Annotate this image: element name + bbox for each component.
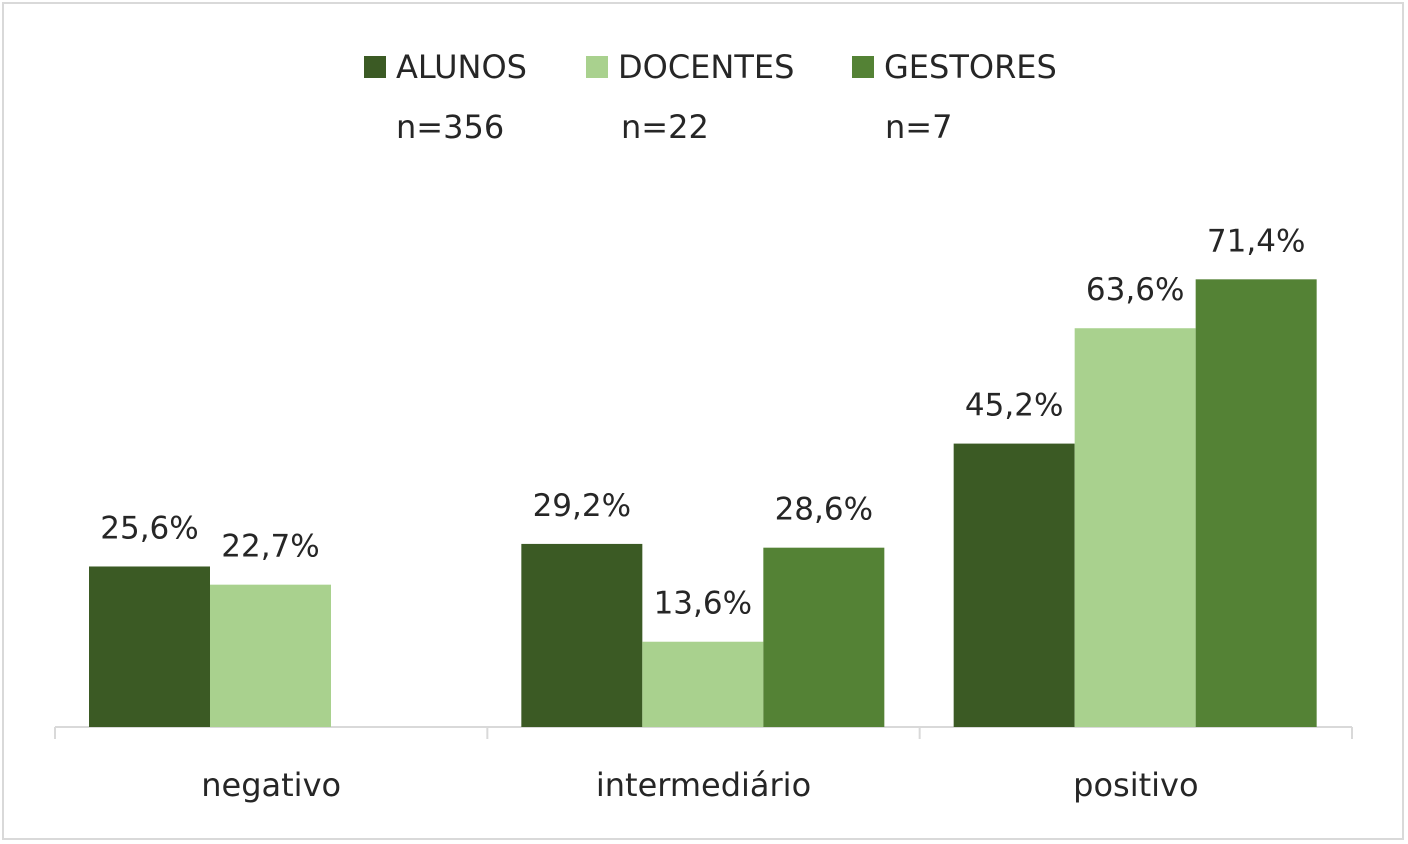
legend-label-alunos: ALUNOS — [396, 48, 527, 86]
legend-n-docentes: n=22 — [621, 108, 709, 146]
bar-alunos-intermediario — [521, 543, 643, 727]
category-label-positivo: positivo — [1073, 766, 1198, 804]
bar-docentes-negativo — [210, 584, 331, 727]
bar-alunos-negativo — [89, 566, 210, 727]
legend-swatch-docentes — [586, 56, 608, 78]
category-label-intermediario: intermediário — [596, 766, 811, 804]
data-label-alunos-positivo: 45,2% — [965, 388, 1063, 424]
bar-docentes-positivo — [1074, 328, 1196, 727]
category-label-negativo: negativo — [201, 766, 341, 804]
data-label-gestores-positivo: 71,4% — [1207, 223, 1305, 259]
legend-swatch-gestores — [852, 56, 874, 78]
legend-label-docentes: DOCENTES — [618, 48, 795, 86]
legend-item-gestores: GESTORES — [852, 48, 1057, 86]
data-label-alunos-negativo: 25,6% — [100, 510, 198, 546]
bar-alunos-positivo — [953, 443, 1075, 727]
bar-gestores-positivo — [1195, 279, 1317, 727]
legend-item-docentes: DOCENTES — [586, 48, 794, 86]
data-label-alunos-intermediario: 29,2% — [533, 488, 631, 524]
legend-item-alunos: ALUNOS — [364, 48, 527, 86]
bar-gestores-intermediario — [763, 547, 885, 727]
legend-label-gestores: GESTORES — [884, 48, 1057, 86]
data-label-docentes-positivo: 63,6% — [1086, 272, 1184, 308]
legend-n-alunos: n=356 — [396, 108, 505, 146]
data-label-gestores-intermediario: 28,6% — [775, 492, 873, 528]
data-label-docentes-negativo: 22,7% — [221, 529, 319, 565]
data-label-docentes-intermediario: 13,6% — [654, 586, 752, 622]
bar-docentes-intermediario — [642, 641, 764, 727]
legend-n-gestores: n=7 — [885, 108, 953, 146]
legend-swatch-alunos — [364, 56, 386, 78]
